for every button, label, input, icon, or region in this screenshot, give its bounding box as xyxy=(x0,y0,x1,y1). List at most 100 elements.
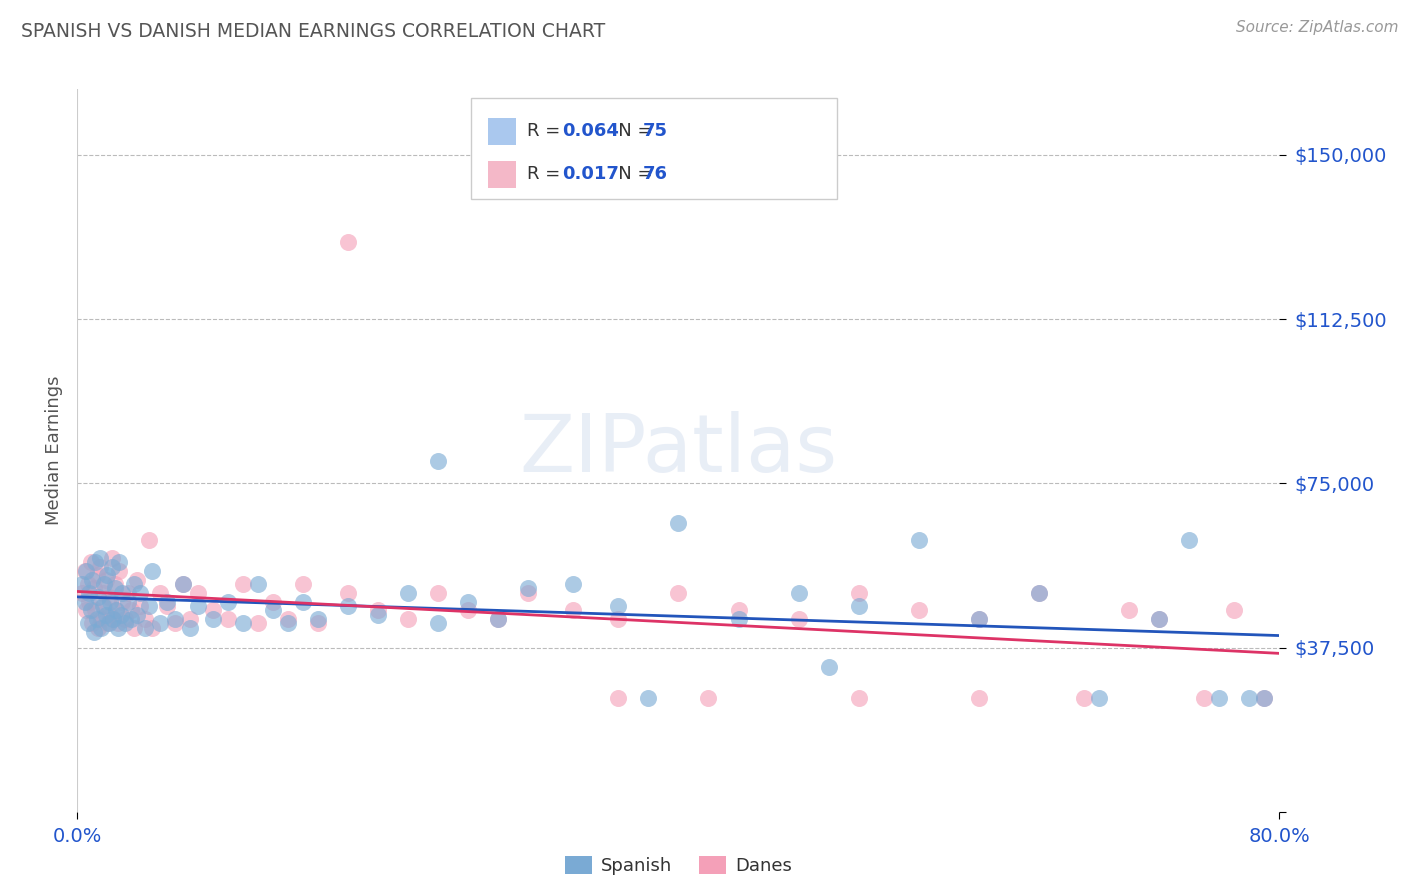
Point xyxy=(1028,586,1050,600)
Point xyxy=(427,454,450,468)
Point xyxy=(262,594,284,608)
Point xyxy=(1088,690,1111,705)
Point xyxy=(967,612,990,626)
Point xyxy=(908,603,931,617)
Point xyxy=(80,603,103,617)
Point xyxy=(97,590,120,604)
Point xyxy=(111,586,134,600)
Point xyxy=(307,612,329,626)
Point xyxy=(457,594,479,608)
Point xyxy=(307,616,329,631)
Point xyxy=(848,690,870,705)
Point xyxy=(103,612,125,626)
Point xyxy=(107,621,129,635)
Point xyxy=(83,582,105,596)
Point xyxy=(156,599,179,613)
Point xyxy=(727,612,749,626)
Point xyxy=(1178,533,1201,548)
Text: R =: R = xyxy=(527,122,572,140)
Point xyxy=(336,235,359,250)
Point xyxy=(163,616,186,631)
Point xyxy=(277,612,299,626)
Point xyxy=(97,616,120,631)
Point xyxy=(1223,603,1246,617)
Point xyxy=(637,690,659,705)
Point xyxy=(367,603,389,617)
Point xyxy=(179,621,201,635)
Point xyxy=(201,612,224,626)
Point xyxy=(82,616,104,631)
Point xyxy=(1253,690,1275,705)
Point xyxy=(787,612,810,626)
Point xyxy=(100,607,122,622)
Point xyxy=(108,564,131,578)
Point xyxy=(217,612,239,626)
Point xyxy=(232,577,254,591)
Text: R =: R = xyxy=(527,165,572,183)
Point xyxy=(134,621,156,635)
Point xyxy=(607,612,630,626)
Point xyxy=(79,594,101,608)
Point xyxy=(246,616,269,631)
Point xyxy=(80,555,103,569)
Point xyxy=(367,607,389,622)
Y-axis label: Median Earnings: Median Earnings xyxy=(45,376,63,525)
Point xyxy=(427,586,450,600)
Point xyxy=(1149,612,1171,626)
Point xyxy=(73,564,96,578)
Point xyxy=(787,586,810,600)
Point xyxy=(396,586,419,600)
Point xyxy=(562,577,585,591)
Point xyxy=(1239,690,1261,705)
Point xyxy=(83,625,105,640)
Point xyxy=(75,603,97,617)
Point xyxy=(607,599,630,613)
Point xyxy=(93,599,115,613)
Point xyxy=(668,516,690,530)
Point xyxy=(138,533,160,548)
Point xyxy=(90,621,112,635)
Point xyxy=(817,660,839,674)
Point xyxy=(127,607,149,622)
Point xyxy=(94,607,117,622)
Point xyxy=(84,603,107,617)
Point xyxy=(1208,690,1230,705)
Point xyxy=(1194,690,1216,705)
Point xyxy=(291,577,314,591)
Text: N =: N = xyxy=(600,122,658,140)
Text: ZIPatlas: ZIPatlas xyxy=(519,411,838,490)
Text: Source: ZipAtlas.com: Source: ZipAtlas.com xyxy=(1236,20,1399,35)
Point xyxy=(104,577,127,591)
Point xyxy=(172,577,194,591)
Point xyxy=(101,559,124,574)
Point xyxy=(75,564,97,578)
Point xyxy=(89,550,111,565)
Point xyxy=(76,616,98,631)
Point xyxy=(124,621,146,635)
Point xyxy=(163,612,186,626)
Text: N =: N = xyxy=(600,165,658,183)
Legend: Spanish, Danes: Spanish, Danes xyxy=(557,848,800,882)
Point xyxy=(486,612,509,626)
Point xyxy=(1118,603,1140,617)
Point xyxy=(141,564,163,578)
Point xyxy=(90,612,112,626)
Point xyxy=(697,690,720,705)
Point xyxy=(86,612,108,626)
Point xyxy=(103,612,125,626)
Point xyxy=(396,612,419,626)
Point xyxy=(246,577,269,591)
Text: 76: 76 xyxy=(643,165,668,183)
Point xyxy=(1253,690,1275,705)
Point xyxy=(70,586,93,600)
Point xyxy=(105,603,128,617)
Point xyxy=(232,616,254,631)
Point xyxy=(93,577,115,591)
Point xyxy=(91,586,114,600)
Point xyxy=(117,594,139,608)
Point xyxy=(82,573,104,587)
Point xyxy=(134,612,156,626)
Point xyxy=(486,612,509,626)
Point xyxy=(262,603,284,617)
Point xyxy=(727,603,749,617)
